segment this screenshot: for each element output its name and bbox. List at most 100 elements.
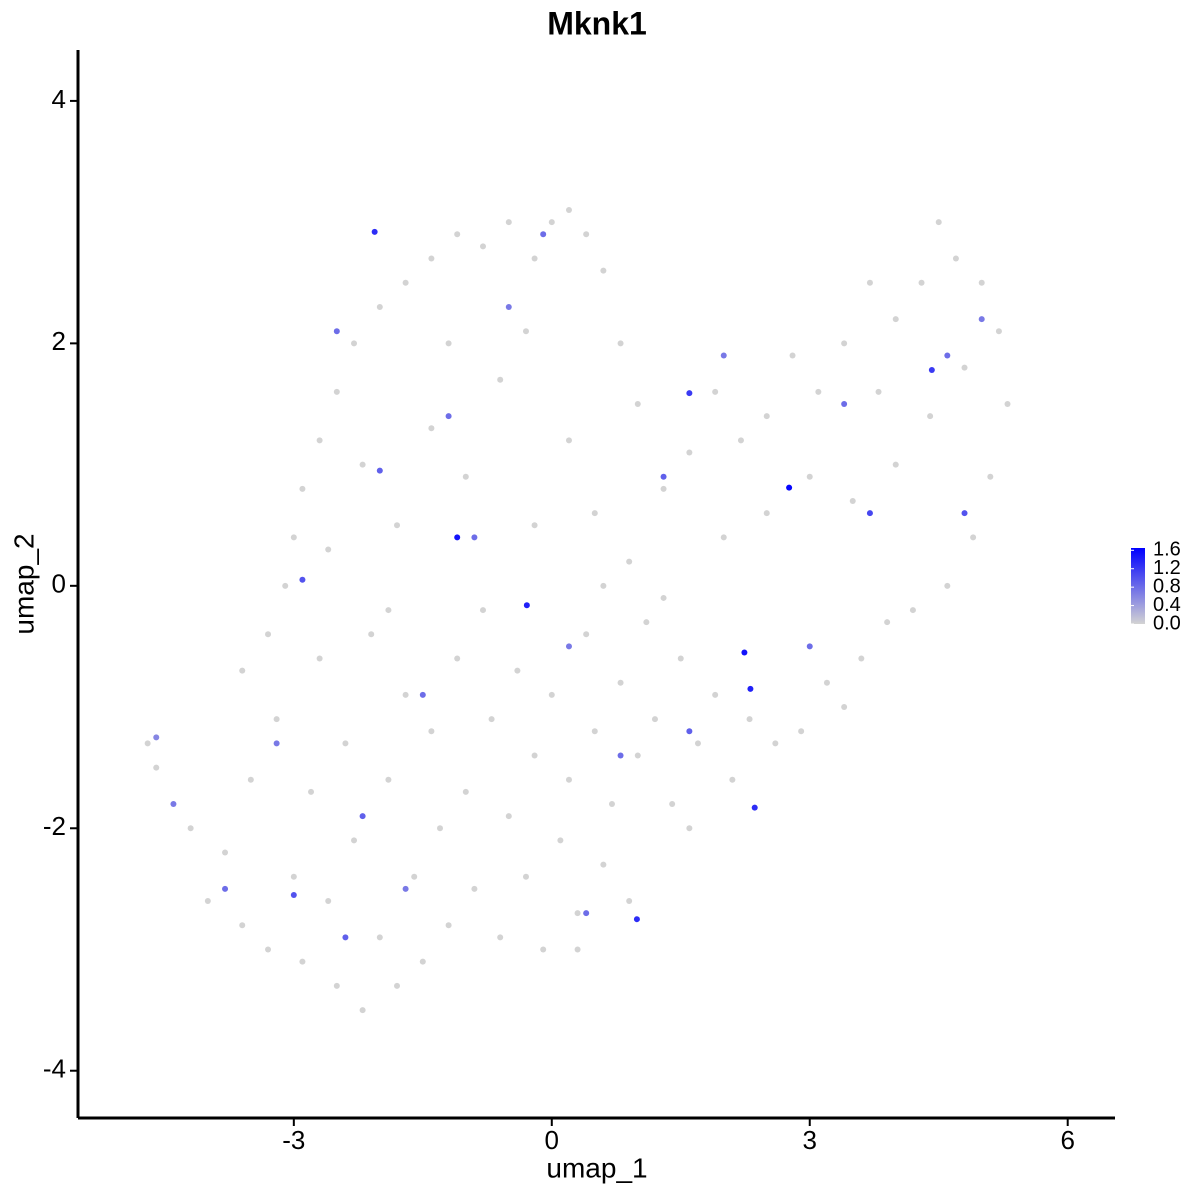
point — [772, 740, 779, 747]
point — [565, 437, 572, 444]
point — [892, 316, 899, 323]
point — [419, 958, 426, 965]
point — [944, 582, 951, 589]
point — [686, 728, 693, 735]
point — [884, 619, 891, 626]
point — [763, 510, 770, 517]
point — [351, 837, 358, 844]
point — [660, 473, 667, 480]
point — [247, 776, 254, 783]
point — [462, 788, 469, 795]
point — [376, 467, 383, 474]
point — [944, 352, 951, 359]
point — [978, 279, 985, 286]
point — [978, 316, 985, 323]
point — [187, 825, 194, 832]
point — [454, 655, 461, 662]
colorbar-label: 1.2 — [1153, 557, 1181, 579]
point — [445, 340, 452, 347]
point — [626, 558, 633, 565]
y-tick-label: -2 — [43, 811, 66, 841]
point — [523, 602, 530, 609]
y-axis-title: umap_2 — [8, 533, 39, 634]
point — [462, 473, 469, 480]
colorbar-label: 0.8 — [1153, 575, 1181, 597]
point — [600, 267, 607, 274]
point — [548, 691, 555, 698]
point — [927, 413, 934, 420]
x-tick-label: 0 — [545, 1125, 559, 1155]
point — [608, 801, 615, 808]
point — [789, 352, 796, 359]
x-tick-label: -3 — [282, 1125, 305, 1155]
point — [153, 734, 160, 741]
point — [583, 231, 590, 238]
point — [342, 740, 349, 747]
point — [866, 510, 873, 517]
point — [428, 425, 435, 432]
point — [308, 788, 315, 795]
point — [290, 891, 297, 898]
point — [952, 255, 959, 262]
point — [479, 243, 486, 250]
point — [531, 522, 538, 529]
point — [786, 484, 793, 491]
point — [273, 740, 280, 747]
point — [633, 916, 640, 923]
point — [935, 219, 942, 226]
point — [798, 728, 805, 735]
point — [841, 340, 848, 347]
point — [686, 390, 693, 397]
point — [583, 910, 590, 917]
colorbar-label: 0.4 — [1153, 594, 1181, 616]
point — [299, 958, 306, 965]
point — [565, 207, 572, 214]
point — [471, 885, 478, 892]
point — [376, 303, 383, 310]
point — [729, 776, 736, 783]
point — [617, 679, 624, 686]
point — [351, 340, 358, 347]
colorbar — [1131, 548, 1145, 624]
point — [720, 534, 727, 541]
point — [600, 582, 607, 589]
point — [841, 704, 848, 711]
point — [316, 655, 323, 662]
point — [428, 728, 435, 735]
point — [995, 328, 1002, 335]
point — [849, 497, 856, 504]
point — [583, 631, 590, 638]
point — [170, 801, 177, 808]
point — [841, 400, 848, 407]
point — [471, 534, 478, 541]
point — [265, 631, 272, 638]
point — [428, 255, 435, 262]
point — [522, 873, 529, 880]
point — [368, 631, 375, 638]
y-tick-label: 0 — [52, 569, 66, 599]
x-tick-label: 3 — [803, 1125, 817, 1155]
point — [419, 691, 426, 698]
point — [333, 388, 340, 395]
point — [540, 231, 547, 238]
point — [961, 364, 968, 371]
point — [454, 534, 461, 541]
point — [402, 885, 409, 892]
point — [643, 619, 650, 626]
point — [815, 388, 822, 395]
point — [359, 813, 366, 820]
y-tick-label: 2 — [52, 326, 66, 356]
point — [660, 485, 667, 492]
point — [394, 982, 401, 989]
point — [333, 328, 340, 335]
point — [712, 388, 719, 395]
point — [445, 413, 452, 420]
point — [858, 655, 865, 662]
point — [669, 801, 676, 808]
point — [411, 873, 418, 880]
point — [686, 449, 693, 456]
x-axis-title: umap_1 — [546, 1152, 647, 1183]
point — [746, 716, 753, 723]
x-tick-label: 6 — [1060, 1125, 1074, 1155]
point — [505, 303, 512, 310]
